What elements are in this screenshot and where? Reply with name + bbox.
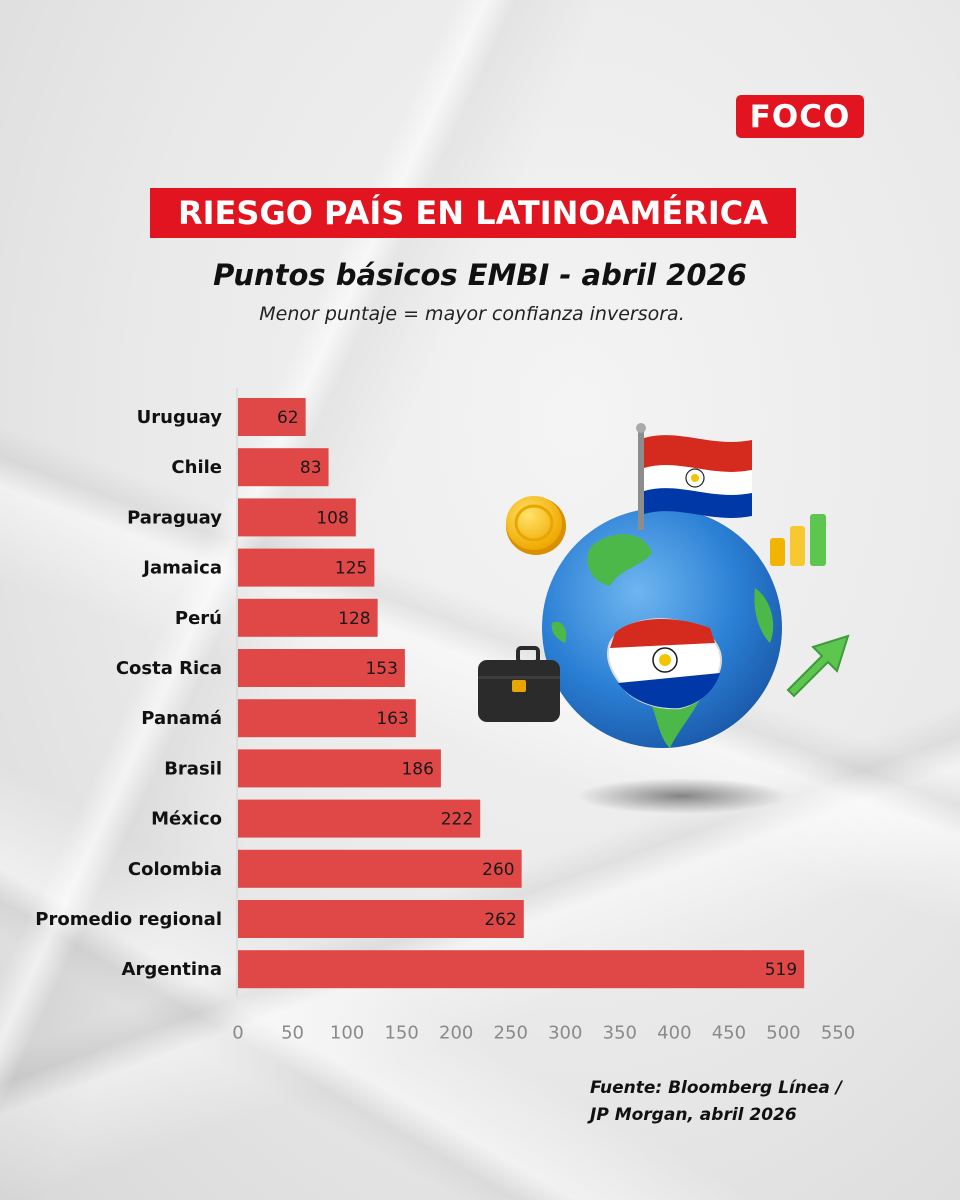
- x-tick-label: 50: [281, 1022, 304, 1040]
- x-tick-label: 500: [766, 1022, 800, 1040]
- source-line-1: Fuente: Bloomberg Línea /: [590, 1078, 843, 1098]
- bar-5: [238, 649, 405, 687]
- x-tick-label: 350: [603, 1022, 637, 1040]
- bar-value-label: 260: [482, 860, 514, 880]
- x-tick-label: 200: [439, 1022, 473, 1040]
- category-label: México: [151, 809, 222, 830]
- coin-icon: [506, 496, 566, 555]
- page-title: RIESGO PAÍS EN LATINOAMÉRICA: [150, 188, 796, 238]
- bar-value-label: 222: [441, 810, 473, 830]
- globe-shadow: [577, 778, 787, 814]
- category-label: Promedio regional: [35, 909, 222, 930]
- bar-value-label: 163: [376, 709, 408, 729]
- paraguay-map-flag-icon: [607, 618, 722, 710]
- category-label: Colombia: [128, 859, 222, 880]
- bar-chart: Uruguay 62 Chile 83 Paraguay 108 Jamaica 125 Per…: [35, 388, 855, 1040]
- bar-10: [238, 900, 524, 938]
- x-tick-label: 100: [330, 1022, 364, 1040]
- bar-6: [238, 699, 416, 738]
- globe-illustration: [478, 423, 850, 814]
- category-label: Perú: [175, 608, 222, 629]
- x-tick-label: 450: [712, 1022, 746, 1040]
- bar-value-label: 519: [765, 960, 797, 980]
- source-line-2: JP Morgan, abril 2026: [590, 1105, 797, 1125]
- bar-9: [238, 849, 522, 888]
- bar-11: [238, 950, 805, 989]
- bar-value-label: 128: [338, 609, 370, 629]
- bar-1: [238, 448, 329, 487]
- bar-value-label: 125: [335, 559, 367, 579]
- x-tick-label: 150: [384, 1022, 418, 1040]
- bar-3: [238, 548, 375, 587]
- x-tick-label: 300: [548, 1022, 582, 1040]
- bar-value-label: 153: [365, 659, 397, 679]
- bar-value-label: 108: [316, 508, 348, 528]
- brand-logo: FOCO: [736, 95, 864, 138]
- briefcase-icon: [478, 646, 560, 722]
- bar-growth-icon: [770, 514, 826, 566]
- x-tick-label: 550: [821, 1022, 855, 1040]
- category-label: Panamá: [141, 708, 222, 729]
- category-label: Paraguay: [127, 507, 222, 528]
- bar-2: [238, 498, 356, 537]
- x-tick-label: 400: [657, 1022, 691, 1040]
- arrow-up-icon: [786, 634, 850, 698]
- paraguay-flag-icon: [636, 423, 752, 530]
- chart-subtitle: Puntos básicos EMBI - abril 2026: [213, 258, 747, 292]
- bar-value-label: 186: [401, 759, 433, 779]
- bar-7: [238, 749, 441, 788]
- category-label: Jamaica: [141, 558, 222, 579]
- category-label: Argentina: [122, 959, 222, 980]
- chart-note: Menor puntaje = mayor confianza inversor…: [259, 303, 685, 325]
- bar-value-label: 62: [277, 408, 299, 428]
- bar-value-label: 83: [300, 458, 322, 478]
- x-tick-label: 250: [494, 1022, 528, 1040]
- x-tick-label: 0: [232, 1022, 243, 1040]
- category-label: Costa Rica: [116, 658, 222, 679]
- bar-4: [238, 598, 378, 637]
- bar-8: [238, 799, 481, 838]
- category-label: Uruguay: [137, 407, 223, 428]
- source-note: Fuente: Bloomberg Línea / JP Morgan, abr…: [590, 1075, 890, 1129]
- bar-0: [238, 398, 306, 436]
- category-label: Brasil: [164, 758, 222, 779]
- category-label: Chile: [171, 457, 222, 478]
- bar-value-label: 262: [484, 910, 516, 930]
